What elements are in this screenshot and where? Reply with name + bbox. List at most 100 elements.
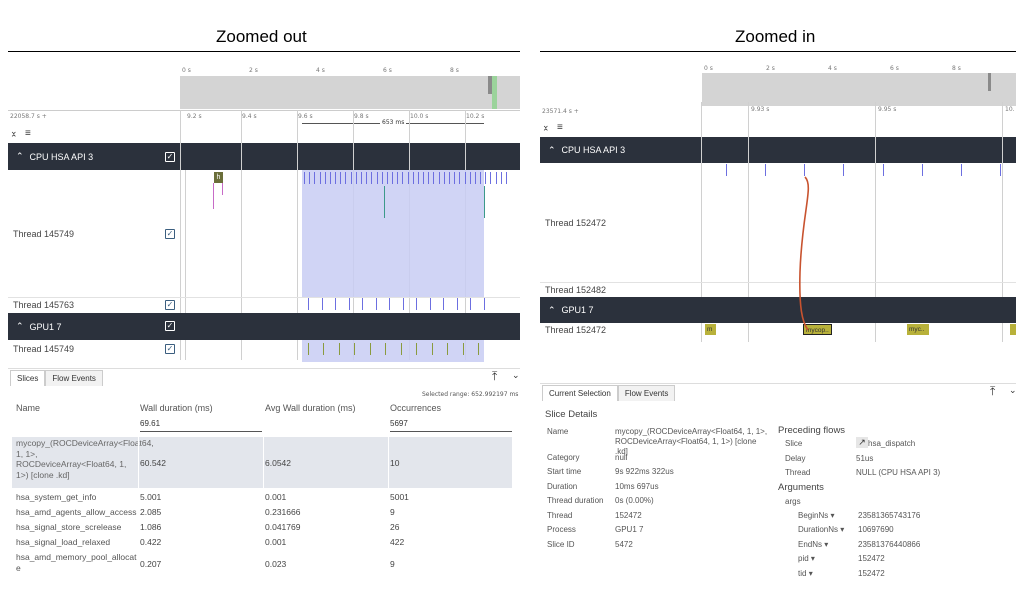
slice-mark[interactable] — [454, 172, 455, 184]
expand-collapse-icon[interactable]: ⌄ ⌃ — [542, 120, 550, 137]
slice-mark[interactable] — [340, 172, 341, 184]
gpu-slice[interactable]: m — [705, 324, 716, 335]
table-row-selected[interactable] — [12, 437, 512, 488]
tab-flow-events[interactable]: Flow Events — [45, 370, 103, 386]
chevron-up-icon[interactable]: ⌃ — [548, 304, 556, 315]
cell-name[interactable]: hsa_system_get_info — [16, 492, 97, 502]
slice-mark[interactable] — [496, 172, 497, 184]
overview-window-marker[interactable] — [988, 73, 991, 91]
arg-key[interactable]: DurationNs ▾ — [798, 525, 844, 534]
slice-mark[interactable] — [339, 343, 340, 355]
chevron-up-icon[interactable]: ⌃ — [16, 321, 24, 331]
track-checkbox[interactable]: ✓ — [165, 344, 175, 354]
slice-mark[interactable] — [439, 172, 440, 184]
slice-mark[interactable] — [459, 172, 460, 184]
slice-mark[interactable] — [222, 183, 223, 195]
slice-mark[interactable] — [370, 343, 371, 355]
slice-mark[interactable] — [351, 172, 352, 184]
slice-mark[interactable] — [423, 172, 424, 184]
slice-mark[interactable] — [443, 298, 444, 310]
slice-mark[interactable] — [475, 172, 476, 184]
slice-mark[interactable] — [490, 172, 491, 184]
dropdown-caret-icon[interactable]: ▾ — [840, 525, 845, 534]
slice-mark[interactable] — [361, 172, 362, 184]
slice-mark[interactable] — [726, 164, 727, 176]
cell-name[interactable]: hsa_signal_store_screlease — [16, 522, 122, 532]
slice-mark[interactable] — [922, 164, 923, 176]
lines-menu-icon[interactable]: ≡ — [25, 128, 31, 139]
slice-mark[interactable] — [354, 343, 355, 355]
chevron-up-icon[interactable]: ⌃ — [548, 144, 556, 155]
arg-key[interactable]: BeginNs ▾ — [798, 511, 835, 520]
slice-mark[interactable] — [444, 172, 445, 184]
slice-mark[interactable] — [418, 172, 419, 184]
slice-mark[interactable] — [385, 343, 386, 355]
tab-slices[interactable]: Slices — [10, 370, 46, 386]
slice-mark[interactable] — [403, 298, 404, 310]
slice-mark[interactable] — [389, 298, 390, 310]
slice-mark[interactable] — [384, 186, 385, 218]
group-header-gpu[interactable]: ⌃ GPU1 7 — [8, 313, 520, 340]
flow-arrow[interactable] — [790, 172, 820, 334]
slice-mark[interactable] — [501, 172, 502, 184]
slice-mark[interactable] — [366, 172, 367, 184]
slice-mark[interactable] — [457, 298, 458, 310]
pin-panel-icon[interactable]: ⤒ — [492, 369, 498, 383]
slice-mark[interactable] — [325, 172, 326, 184]
slice-mark[interactable] — [883, 164, 884, 176]
dropdown-caret-icon[interactable]: ▾ — [824, 540, 829, 549]
slice-mark[interactable] — [314, 172, 315, 184]
slice-mark[interactable] — [323, 343, 324, 355]
slice-mark[interactable] — [382, 172, 383, 184]
arg-key[interactable]: pid ▾ — [798, 554, 815, 563]
selection-area[interactable] — [302, 340, 484, 362]
gpu-slice-selected[interactable]: mycop.. — [803, 324, 832, 335]
tab-current-selection[interactable]: Current Selection — [542, 385, 618, 401]
overview-minimap[interactable] — [180, 76, 520, 109]
track-checkbox[interactable]: ✓ — [165, 229, 175, 239]
lines-menu-icon[interactable]: ≡ — [557, 122, 563, 133]
slice-mark[interactable] — [401, 343, 402, 355]
slice-mark[interactable] — [478, 343, 479, 355]
slice-mark[interactable] — [449, 172, 450, 184]
group-checkbox[interactable]: ✓ — [165, 152, 175, 162]
slice-mark[interactable] — [465, 172, 466, 184]
slice-mark[interactable] — [506, 172, 507, 184]
slice-h[interactable]: h — [214, 172, 223, 183]
tab-flow-events[interactable]: Flow Events — [617, 385, 676, 401]
group-checkbox[interactable]: ✓ — [165, 321, 175, 331]
gpu-slice[interactable] — [1010, 324, 1016, 335]
slice-mark[interactable] — [397, 172, 398, 184]
slice-mark[interactable] — [463, 343, 464, 355]
slice-mark[interactable] — [408, 172, 409, 184]
cell-name[interactable]: hsa_signal_load_relaxed — [16, 537, 111, 547]
slice-mark[interactable] — [304, 172, 305, 184]
slice-mark[interactable] — [335, 298, 336, 310]
slice-mark[interactable] — [485, 172, 486, 184]
pin-panel-icon[interactable]: ⤒ — [990, 384, 996, 398]
dropdown-caret-icon[interactable]: ▾ — [808, 569, 813, 578]
slice-mark[interactable] — [416, 298, 417, 310]
slice-mark[interactable] — [349, 298, 350, 310]
arrow-link-icon[interactable]: ↗ — [856, 437, 868, 448]
slice-mark[interactable] — [322, 298, 323, 310]
dropdown-caret-icon[interactable]: ▾ — [810, 554, 815, 563]
slice-mark[interactable] — [320, 172, 321, 184]
cell-name[interactable]: hsa_amd_agents_allow_access — [16, 507, 137, 517]
slice-mark[interactable] — [376, 298, 377, 310]
slice-mark[interactable] — [765, 164, 766, 176]
group-header-cpu[interactable]: ⌃ CPU HSA API 3 — [8, 143, 520, 170]
col-header-name[interactable]: Name — [16, 403, 41, 413]
slice-mark[interactable] — [470, 172, 471, 184]
group-header-gpu[interactable]: ⌃ GPU1 7 — [540, 297, 1016, 323]
slice-mark[interactable] — [433, 172, 434, 184]
slice-mark[interactable] — [484, 298, 485, 310]
slice-mark[interactable] — [416, 343, 417, 355]
slice-mark[interactable] — [392, 172, 393, 184]
slice-mark[interactable] — [1000, 164, 1001, 176]
slice-mark[interactable] — [356, 172, 357, 184]
slice-mark[interactable] — [362, 298, 363, 310]
chevron-down-icon[interactable]: ⌄ — [512, 370, 520, 380]
flow-slice-link[interactable]: hsa_dispatch — [868, 439, 916, 448]
arg-key[interactable]: EndNs ▾ — [798, 540, 828, 549]
